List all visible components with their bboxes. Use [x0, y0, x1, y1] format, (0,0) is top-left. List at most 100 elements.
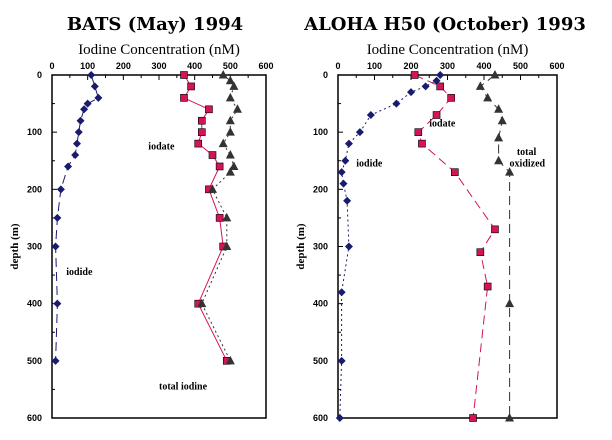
x-axis-label: Iodine Concentration (nM): [78, 42, 240, 58]
y-axis-label: depth (m): [9, 223, 21, 269]
y-tick-label: 300: [27, 242, 42, 252]
data-point-total-iodine: [225, 167, 235, 176]
data-point-iodide: [87, 71, 96, 79]
data-point-iodide: [51, 242, 60, 251]
data-point-iodide: [355, 128, 364, 137]
chart-panel-2: ALOHA H50 (October) 1993 Iodine Concentra…: [295, 14, 586, 423]
data-point-iodide: [337, 168, 346, 177]
data-point-iodate: [198, 128, 206, 136]
series-line-iodide: [339, 74, 441, 419]
data-point-total-iodine: [218, 138, 228, 148]
data-point-iodide: [335, 414, 344, 422]
data-point-total-oxidized: [505, 413, 515, 422]
data-point-iodate: [208, 151, 217, 159]
data-point-total-iodine: [229, 81, 239, 90]
y-axis-label: depth (m): [295, 223, 307, 269]
data-point-total-iodine: [229, 161, 239, 170]
data-point-iodide: [64, 162, 73, 171]
data-point-total-oxidized: [505, 167, 515, 176]
data-point-iodide: [80, 105, 89, 114]
x-tick-label: 100: [367, 61, 382, 71]
data-point-total-oxidized: [497, 115, 507, 125]
plot-frame: [51, 74, 267, 419]
x-tick-label: 0: [49, 61, 54, 71]
y-tick-label: 400: [27, 299, 42, 309]
x-tick-label: 200: [403, 61, 418, 71]
data-point-iodate: [194, 139, 203, 148]
x-tick-label: 500: [513, 61, 528, 71]
y-tick-label: 500: [313, 356, 328, 366]
data-point-iodide: [421, 82, 430, 91]
data-point-total-iodine: [218, 70, 228, 79]
chart-title: BATS (May) 1994: [67, 14, 243, 35]
data-point-iodide: [51, 356, 60, 365]
data-point-total-oxidized: [505, 298, 515, 308]
series-line-total-oxidized: [479, 74, 511, 418]
data-point-iodate: [469, 414, 477, 422]
data-point-total-oxidized: [490, 70, 500, 79]
data-point-total-oxidized: [494, 132, 504, 142]
data-point-iodate: [180, 94, 188, 102]
data-point-iodate: [476, 248, 485, 257]
x-tick-label: 400: [476, 61, 491, 71]
data-point-total-oxidized: [475, 81, 485, 90]
y-tick-label: 600: [313, 413, 328, 423]
data-point-total-iodine: [225, 75, 235, 85]
data-point-iodide: [344, 242, 353, 251]
annotation-label: oxidized: [510, 158, 546, 169]
data-point-iodide: [392, 99, 401, 108]
data-point-iodate: [414, 128, 423, 136]
x-tick-label: 400: [187, 61, 202, 71]
annotation-label: iodide: [66, 267, 93, 278]
data-point-iodide: [436, 71, 445, 79]
data-point-iodate: [436, 82, 445, 91]
data-point-total-iodine: [197, 298, 207, 308]
data-point-iodate: [418, 139, 426, 148]
y-tick-label: 600: [27, 413, 42, 423]
data-point-iodate: [483, 282, 492, 291]
x-tick-label: 500: [223, 61, 238, 71]
data-point-total-iodine: [225, 150, 235, 159]
data-point-iodide: [74, 128, 83, 137]
data-point-total-iodine: [225, 355, 235, 365]
y-tick-label: 200: [27, 184, 42, 194]
data-point-iodide: [76, 116, 85, 125]
data-point-total-iodine: [232, 104, 242, 113]
y-tick-label: 0: [37, 70, 42, 80]
data-point-iodide: [341, 156, 350, 165]
y-tick-label: 100: [313, 127, 328, 137]
y-tick-label: 300: [313, 242, 328, 252]
x-tick-label: 300: [151, 61, 166, 71]
y-tick-label: 100: [27, 127, 42, 137]
data-point-iodide: [407, 88, 415, 97]
data-point-iodide: [94, 93, 103, 102]
x-tick-label: 100: [80, 61, 95, 71]
data-point-total-oxidized: [494, 104, 504, 113]
data-point-iodate: [215, 162, 224, 171]
data-point-total-iodine: [222, 212, 232, 222]
annotation-label: iodate: [148, 141, 175, 152]
data-point-iodate: [410, 71, 419, 79]
y-tick-label: 400: [313, 299, 328, 309]
data-point-iodide: [344, 139, 353, 148]
data-point-iodide: [366, 111, 375, 120]
data-point-total-iodine: [222, 241, 232, 250]
series-line-iodate: [183, 74, 228, 362]
data-point-iodide: [337, 288, 346, 297]
data-point-iodide: [53, 299, 62, 308]
data-point-iodide: [71, 151, 80, 160]
data-point-total-oxidized: [494, 155, 504, 165]
data-point-iodate: [180, 71, 188, 79]
data-point-iodide: [90, 82, 99, 91]
data-point-total-iodine: [208, 184, 217, 193]
data-point-iodate: [198, 116, 206, 125]
data-point-iodide: [343, 196, 352, 205]
data-point-iodide: [337, 356, 346, 365]
annotation-label: total: [517, 147, 537, 158]
annotation-label: total iodine: [159, 381, 208, 392]
data-point-iodate: [447, 94, 455, 102]
data-point-iodide: [83, 99, 92, 108]
data-point-iodide: [72, 139, 81, 148]
data-point-iodate: [432, 111, 441, 119]
